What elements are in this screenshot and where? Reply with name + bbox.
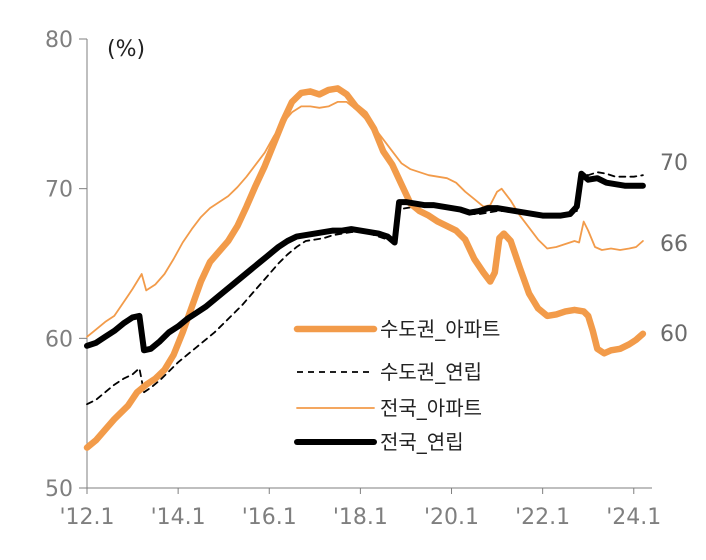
x-tick-group: '12.1 '14.1 '16.1 '18.1 '20.1 '22.1 '24.1 — [59, 488, 661, 530]
series-line-2 — [86, 101, 644, 338]
series-group — [83, 85, 647, 451]
legend-label: 전국_연립 — [380, 430, 464, 454]
end-label-group: 60 66 70 — [660, 151, 688, 347]
x-tick-label: '18.1 — [333, 505, 388, 530]
series-line-0 — [83, 85, 647, 451]
end-value-label: 60 — [660, 322, 688, 347]
y-tick-label: 50 — [45, 477, 73, 502]
x-tick-label: '22.1 — [515, 505, 570, 530]
legend-label: 전국_아파트 — [380, 396, 482, 420]
x-tick-label: '14.1 — [151, 505, 206, 530]
x-tick-label: '16.1 — [242, 505, 297, 530]
y-tick-label: 60 — [45, 327, 73, 352]
series-line-3 — [84, 170, 646, 354]
x-tick-label: '12.1 — [59, 505, 114, 530]
y-tick-label: 80 — [45, 28, 73, 53]
end-value-label: 70 — [660, 151, 688, 176]
end-value-label: 66 — [660, 232, 688, 257]
y-tick-group: 50 60 70 80 — [45, 28, 87, 502]
legend-label: 수도권_아파트 — [380, 317, 500, 341]
y-unit-label: (%) — [107, 37, 145, 62]
legend-label: 수도권_연립 — [380, 360, 482, 384]
y-tick-label: 70 — [45, 178, 73, 203]
series-line-1 — [86, 171, 644, 406]
x-tick-label: '20.1 — [424, 505, 479, 530]
x-tick-label: '24.1 — [606, 505, 661, 530]
